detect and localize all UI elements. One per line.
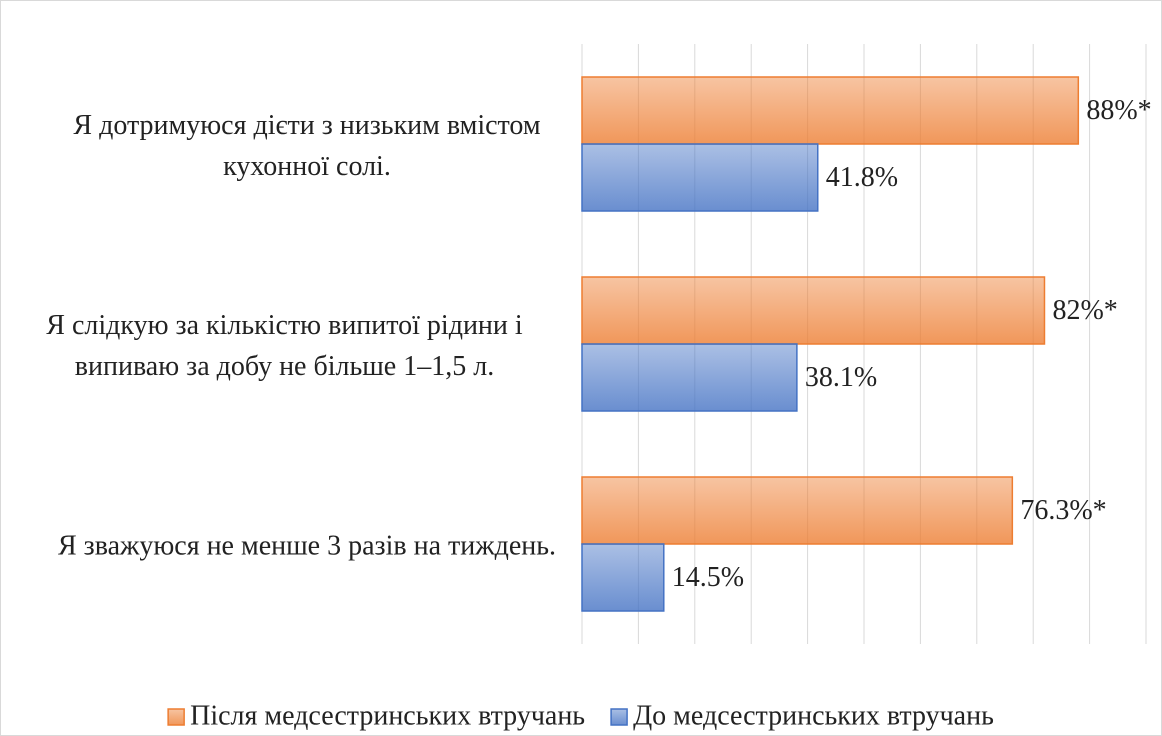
data-label: 41.8% [826,162,898,193]
bar [581,143,819,212]
legend-swatch [167,708,185,726]
bar [581,343,798,412]
data-label: 88%* [1086,95,1151,126]
legend-label: Після медсестринських втручань [190,700,585,731]
category-label: Я дотримуюся дієти з низьким вмістом кух… [73,110,541,182]
data-label: 82%* [1052,295,1117,326]
legend-swatch [610,708,628,726]
bar [581,476,1014,545]
data-label: 38.1% [805,362,877,393]
bar [581,76,1080,145]
data-label: 14.5% [672,562,744,593]
category-label: Я слідкую за кількістю випитої рідини і … [46,310,523,382]
bar [581,276,1046,345]
legend-label: До медсестринських втручань [633,700,994,731]
data-label: 76.3%* [1020,495,1106,526]
bar [581,543,665,612]
category-label: Я зважуюся не менше 3 разів на тиждень. [57,530,556,562]
